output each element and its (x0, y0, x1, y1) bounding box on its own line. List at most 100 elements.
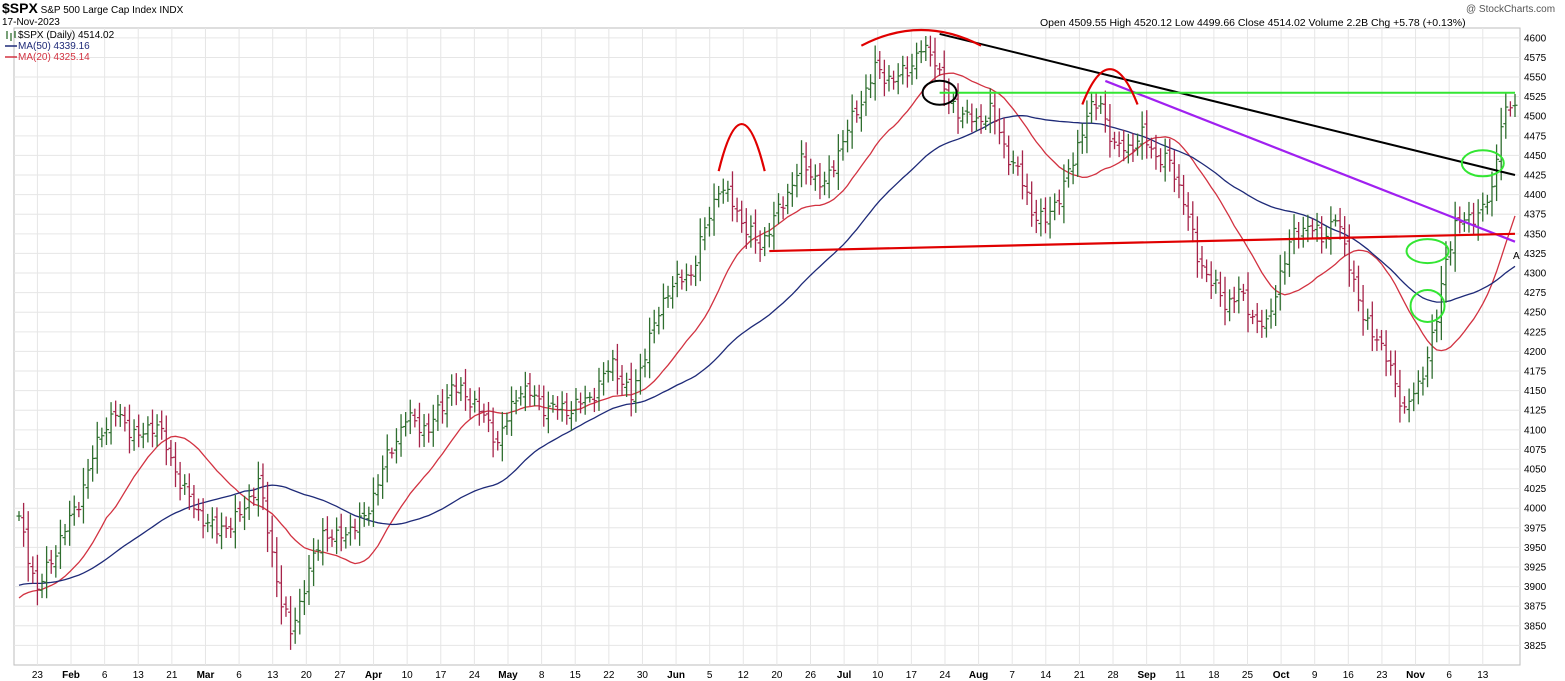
ohlc-bar (614, 343, 620, 395)
ohlc-bar (1471, 202, 1477, 235)
ohlc-bar (872, 45, 878, 101)
ohlc-bar (559, 391, 565, 422)
ohlc-bar (1337, 207, 1343, 240)
legend-main: $SPX (Daily) 4514.02 (18, 30, 114, 42)
ohlc-bar (200, 498, 206, 539)
ohlc-bar (969, 103, 975, 133)
ohlc-bar (1167, 138, 1173, 172)
ohlc-bar (1089, 91, 1095, 124)
plot-frame (13, 27, 1521, 666)
ohlc-bar (693, 255, 699, 287)
ohlc-bar (868, 74, 874, 99)
ohlc-bar (1300, 216, 1306, 248)
ohlc-bar (219, 512, 225, 550)
ohlc-bar (568, 401, 574, 431)
y-tick-label: 4350 (1524, 229, 1547, 240)
red-support-line (769, 232, 1516, 253)
ohlc-bar (352, 518, 358, 540)
x-tick-label: 8 (539, 670, 545, 681)
y-tick-label: 4000 (1524, 504, 1547, 515)
ohlc-bar (499, 411, 505, 462)
ohlc-bar (136, 414, 142, 448)
ohlc-bar (799, 140, 805, 188)
ohlc-bar (94, 421, 100, 474)
ohlc-bar (1332, 214, 1338, 227)
ohlc-bar (25, 511, 31, 582)
x-tick-label: Jun (667, 670, 685, 681)
ohlc-bar (1052, 193, 1058, 221)
ohlc-bar (1420, 366, 1426, 396)
ohlc-bar (1484, 194, 1490, 215)
y-axis: 3825 3850 3875 3900 3925 3950 3975 4000 4025 4050… (1524, 33, 1547, 652)
ohlc-bar (1429, 314, 1435, 379)
ohlc-bar (1079, 123, 1085, 154)
ohlc-bar (311, 538, 317, 587)
ohlc-bar (196, 498, 202, 521)
ohlc-bar (596, 367, 602, 411)
ohlc-bar (1213, 269, 1219, 294)
ohlc-bar (522, 371, 528, 412)
ohlc-bar (743, 208, 749, 249)
ohlc-bar (762, 227, 768, 257)
ohlc-bar (932, 37, 938, 81)
y-tick-label: 4525 (1524, 92, 1547, 103)
ohlc-bar (1194, 216, 1200, 278)
ohlc-bar (131, 419, 137, 451)
ohlc-bar (555, 396, 561, 420)
ohlc-bar (605, 360, 611, 383)
ohlc-bar (1466, 201, 1472, 233)
ohlc-bar (748, 215, 754, 248)
x-tick-label: 9 (1312, 670, 1318, 681)
ohlc-bar (1047, 196, 1053, 239)
ohlc-bar (960, 106, 966, 129)
ohlc-bar (265, 481, 271, 553)
ohlc-bar (1392, 350, 1398, 398)
ohlc-bar (320, 518, 326, 566)
ohlc-bar (416, 402, 422, 448)
ohlc-bar (1093, 92, 1099, 121)
ohlc-bar (1369, 301, 1375, 352)
ohlc-bar (1415, 370, 1421, 405)
ohlc-bar (1116, 131, 1122, 158)
chart-date: 17-Nov-2023 (2, 17, 60, 28)
legend-ma50-text: MA(50) 4339.16 (18, 41, 90, 52)
ohlc-bar (99, 427, 105, 448)
ohlc-bar (845, 119, 851, 153)
ohlc-bar (421, 414, 427, 447)
ohlc-bar (904, 56, 910, 88)
y-tick-label: 4250 (1524, 308, 1547, 319)
ohlc-bar (937, 62, 943, 76)
ohlc-bar (48, 549, 54, 574)
ohlc-bar (1397, 369, 1403, 423)
ohlc-bar (1181, 175, 1187, 215)
y-tick-label: 4400 (1524, 190, 1547, 201)
x-tick-label: 24 (469, 670, 481, 681)
x-tick-label: 28 (1107, 670, 1119, 681)
ohlc-bar (1024, 173, 1030, 206)
ohlc-bar (1130, 133, 1136, 162)
ohlc-bar (57, 519, 63, 569)
black-circle (921, 79, 958, 106)
exchange-label: INDX (159, 5, 184, 16)
ohlc-bar (817, 162, 823, 200)
x-tick-label: 15 (570, 670, 582, 681)
ohlc-bar (375, 474, 381, 506)
y-tick-label: 4300 (1524, 269, 1547, 280)
ohlc-bar (1033, 199, 1039, 234)
x-tick-label: 10 (402, 670, 414, 681)
ohlc-bar (163, 415, 169, 466)
ohlc-bar (877, 51, 883, 79)
y-tick-label: 4600 (1524, 33, 1547, 44)
ohlc-bar (863, 74, 869, 116)
ohlc-bar (1383, 330, 1389, 377)
ohlc-bar (711, 183, 717, 236)
ohlc-bar (1102, 90, 1108, 133)
ohlc-bar (633, 369, 639, 413)
x-tick-label: 10 (872, 670, 884, 681)
x-tick-label: May (498, 670, 518, 681)
ohlc-bar (306, 554, 312, 605)
y-tick-label: 4125 (1524, 406, 1547, 417)
ohlc-bar (315, 539, 321, 561)
ohlc-bar (476, 387, 482, 426)
ohlc-bar (154, 414, 160, 447)
